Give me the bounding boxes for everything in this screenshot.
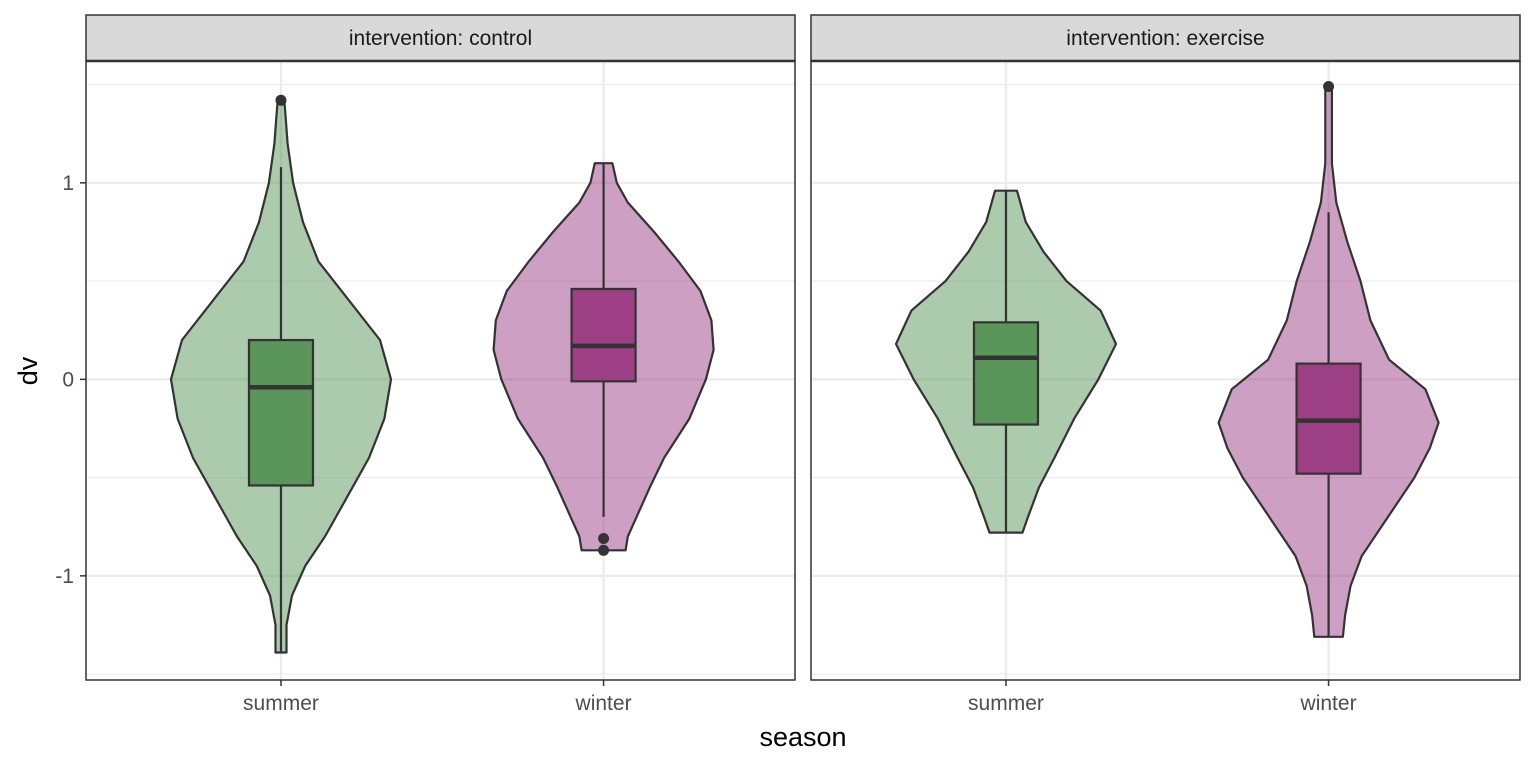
panel-2: intervention: exercise summer winter [810, 14, 1521, 715]
x-tick-label: winter [575, 692, 632, 715]
strip-label: intervention: exercise [1066, 27, 1264, 50]
violin-group-summer [169, 94, 393, 654]
violin-group-winter [1217, 81, 1440, 638]
outlier-point [1323, 81, 1335, 93]
y-axis: -1 0 1 [55, 172, 86, 588]
strip-background [810, 14, 1521, 62]
y-tick-label: -1 [55, 565, 74, 588]
strip-label: intervention: control [349, 27, 532, 50]
panel-1: intervention: control summer winter [85, 14, 796, 715]
x-tick-label: winter [1300, 692, 1357, 715]
box-summer [247, 338, 315, 487]
box-summer [972, 321, 1040, 426]
x-axis-title: season [759, 722, 846, 752]
outlier-point [598, 533, 610, 545]
y-tick-label: 0 [62, 368, 74, 391]
outlier-point [275, 94, 287, 106]
strip-background [85, 14, 796, 62]
violin-group-winter [492, 162, 715, 556]
box-winter [570, 287, 637, 383]
x-tick-label: summer [968, 692, 1044, 715]
outlier-point [598, 544, 610, 556]
violin-group-summer [894, 189, 1118, 534]
y-axis-title: dv [13, 356, 43, 385]
x-tick-label: summer [243, 692, 319, 715]
y-tick-label: 1 [62, 172, 74, 195]
